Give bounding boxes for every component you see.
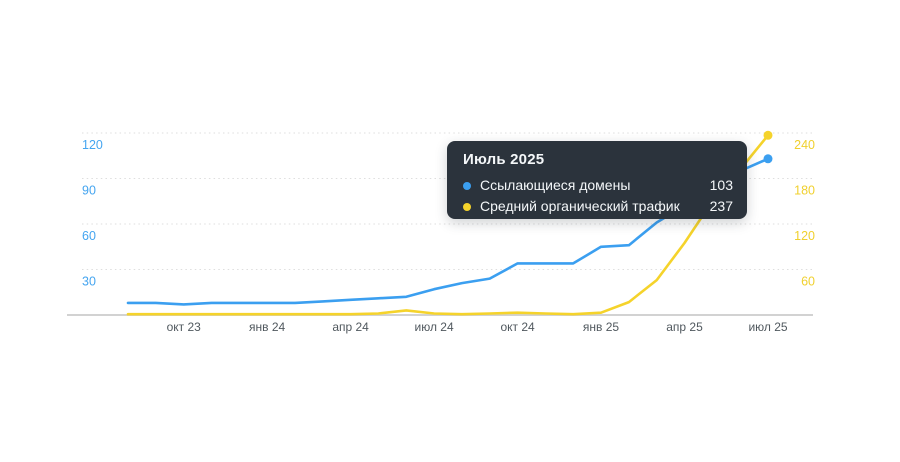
tooltip-row-label: Средний органический трафик <box>480 198 680 214</box>
blue-series-dot-icon <box>463 181 471 190</box>
svg-text:окт 23: окт 23 <box>167 320 202 334</box>
svg-text:60: 60 <box>82 229 96 243</box>
svg-text:120: 120 <box>82 138 103 152</box>
svg-text:120: 120 <box>794 229 815 243</box>
referring-domains-end-marker[interactable] <box>763 154 773 164</box>
tooltip-row-value: 103 <box>709 177 733 193</box>
svg-text:июл 24: июл 24 <box>415 320 454 334</box>
svg-text:240: 240 <box>794 138 815 152</box>
svg-text:июл 25: июл 25 <box>748 320 787 334</box>
organic-traffic-line[interactable] <box>126 134 770 316</box>
svg-text:60: 60 <box>801 275 815 289</box>
tooltip-row-value: 237 <box>709 198 733 214</box>
svg-text:апр 24: апр 24 <box>332 320 369 334</box>
svg-text:янв 24: янв 24 <box>249 320 286 334</box>
svg-text:апр 25: апр 25 <box>666 320 703 334</box>
svg-text:180: 180 <box>794 184 815 198</box>
tooltip-row-referring-domains: Ссылающиеся домены 103 <box>463 175 733 196</box>
chart-tooltip: Июль 2025 Ссылающиеся домены 103 Средний… <box>447 141 747 219</box>
x-axis-tick-labels: окт 23 янв 24 апр 24 июл 24 окт 24 янв 25 апр … <box>167 320 788 334</box>
left-axis-tick-labels: 30 60 90 120 <box>82 138 103 289</box>
svg-text:30: 30 <box>82 275 96 289</box>
referring-domains-line[interactable] <box>126 157 770 306</box>
tooltip-row-organic-traffic: Средний органический трафик 237 <box>463 196 733 217</box>
organic-traffic-end-marker[interactable] <box>763 130 773 140</box>
tooltip-title: Июль 2025 <box>463 151 545 168</box>
tooltip-row-label: Ссылающиеся домены <box>480 177 631 193</box>
svg-text:окт 24: окт 24 <box>500 320 535 334</box>
right-axis-tick-labels: 60 120 180 240 <box>794 138 815 289</box>
svg-text:янв 25: янв 25 <box>583 320 620 334</box>
svg-text:90: 90 <box>82 184 96 198</box>
yellow-series-dot-icon <box>463 202 471 211</box>
